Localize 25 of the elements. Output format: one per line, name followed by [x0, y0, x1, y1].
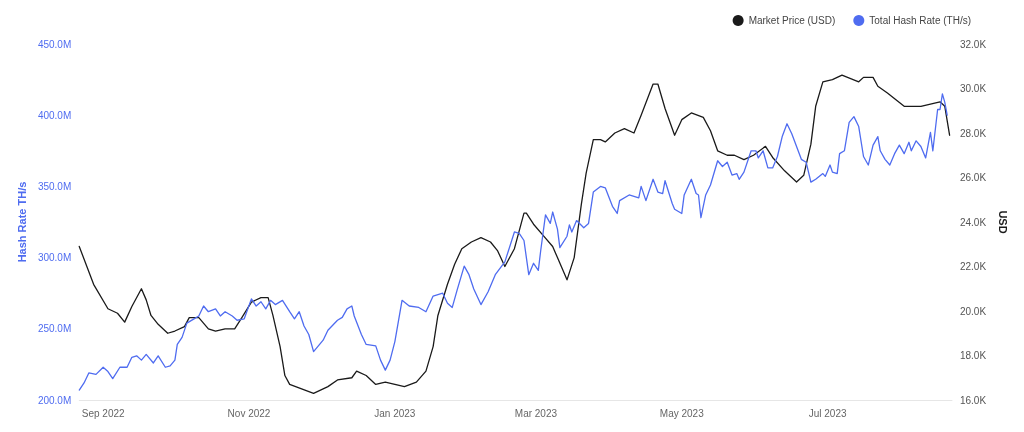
y2-tick-label: 22.0K [959, 261, 987, 272]
x-tick-label: Nov 2022 [227, 407, 271, 419]
y-axis-title: Hash Rate TH/s [15, 181, 28, 263]
y-tick-label: 400.0M [37, 109, 72, 121]
y2-tick-label: 32.0K [959, 38, 987, 50]
y2-tick-label: 18.0K [959, 350, 987, 361]
y-tick-label: 350.0M [37, 180, 72, 192]
y2-tick-label: 26.0K [959, 172, 987, 183]
y-tick-label: 300.0M [37, 252, 72, 264]
y2-tick-label: 28.0K [959, 127, 987, 139]
x-tick-label: Jan 2023 [374, 407, 416, 419]
y-tick-label: 450.0M [37, 38, 72, 50]
y-tick-label: 250.0M [37, 323, 72, 335]
x-tick-label: Jul 2023 [808, 407, 847, 419]
x-tick-label: Mar 2023 [514, 407, 558, 419]
x-tick-label: May 2023 [659, 407, 705, 419]
legend-label: Market Price (USD) [748, 15, 836, 26]
y2-tick-label: 16.0K [959, 394, 987, 406]
y2-tick-label: 20.0K [959, 305, 987, 317]
y2-tick-label: 30.0K [959, 83, 987, 94]
legend-label: Total Hash Rate (TH/s) [869, 15, 972, 26]
y2-axis-title: USD [996, 210, 1009, 234]
x-tick-label: Sep 2022 [81, 407, 126, 419]
y-tick-label: 200.0M [37, 394, 72, 406]
y2-tick-label: 24.0K [959, 216, 987, 228]
